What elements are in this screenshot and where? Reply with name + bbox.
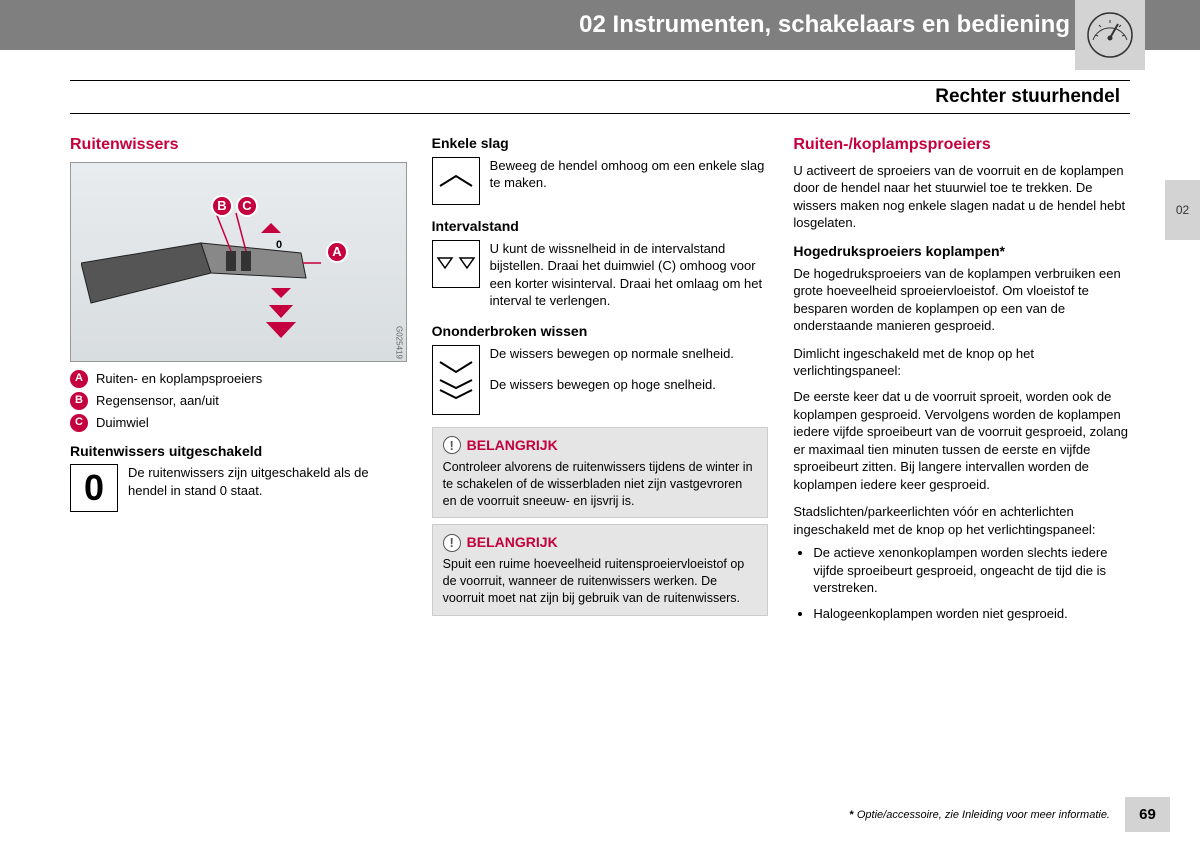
stalk-illustration: 0 [81,203,361,343]
interval-heading: Intervalstand [432,217,769,236]
note2-title-row: ! BELANGRIJK [443,533,758,552]
cont-text1: De wissers bewegen op normale snelheid. [490,345,769,363]
figure-code: G025419 [393,326,404,359]
legend-row-c: C Duimwiel [70,414,407,432]
legend-circle-a: A [70,370,88,388]
single-stroke-icon [432,157,480,205]
note2-text: Spuit een ruime hoeveelheid ruitensproei… [443,556,758,607]
note1-title-row: ! BELANGRIJK [443,436,758,455]
gauge-icon [1085,10,1135,60]
wipers-title: Ruitenwissers [70,134,407,156]
note2-title: BELANGRIJK [467,533,558,552]
washers-intro: U activeert de sproeiers van de voorruit… [793,162,1130,232]
dim-text: Dimlicht ingeschakeld met de knop op het… [793,345,1130,380]
interval-row: U kunt de wissnelheid in de intervalstan… [432,240,769,310]
chapter-header: 02 Instrumenten, schakelaars en bedienin… [0,0,1200,50]
figure-label-c: C [236,195,258,217]
wiper-stalk-figure: 0 B C A G025419 [70,162,407,362]
legend-row-a: A Ruiten- en koplampsproeiers [70,370,407,388]
washers-title: Ruiten-/koplampsproeiers [793,134,1130,156]
dim-body: De eerste keer dat u de voorruit sproeit… [793,388,1130,493]
note1-title: BELANGRIJK [467,436,558,455]
note1-text: Controleer alvorens de ruitenwissers tij… [443,459,758,510]
single-heading: Enkele slag [432,134,769,153]
bullet-1: De actieve xenonkoplampen worden slechts… [813,544,1130,597]
column-2: Enkele slag Beweeg de hendel omhoog om e… [432,134,769,631]
legend-text-b: Regensensor, aan/uit [96,392,219,410]
content-columns: Ruitenwissers 0 B C A G025419 [0,114,1200,641]
bullet-list: De actieve xenonkoplampen worden slechts… [793,544,1130,622]
continuous-icon [432,345,480,415]
legend-circle-b: B [70,392,88,410]
interval-icon [432,240,480,288]
footnote-star: * [850,809,854,821]
off-text: De ruitenwissers zijn uitgeschakeld als … [128,464,407,499]
column-1: Ruitenwissers 0 B C A G025419 [70,134,407,631]
cont-heading: Ononderbroken wissen [432,322,769,341]
single-row: Beweeg de hendel omhoog om een enkele sl… [432,157,769,205]
page-number: 69 [1125,797,1170,832]
off-heading: Ruitenwissers uitgeschakeld [70,442,407,461]
cont-text2: De wissers bewegen op hoge snelheid. [490,376,769,394]
zero-icon: 0 [70,464,118,512]
footnote-text: Optie/accessoire, zie Inleiding voor mee… [857,809,1110,821]
footer: * Optie/accessoire, zie Inleiding voor m… [850,797,1170,832]
figure-label-a: A [326,241,348,263]
warning-icon: ! [443,436,461,454]
side-tab: 02 [1165,180,1200,240]
legend-circle-c: C [70,414,88,432]
column-3: Ruiten-/koplampsproeiers U activeert de … [793,134,1130,631]
single-text: Beweeg de hendel omhoog om een enkele sl… [490,157,769,192]
bullet-2: Halogeenkoplampen worden niet gesproeid. [813,605,1130,623]
svg-text:0: 0 [276,239,282,251]
figure-label-b: B [211,195,233,217]
legend-text-c: Duimwiel [96,414,149,432]
hp-heading: Hogedruksproeiers koplampen* [793,242,1130,261]
legend-text-a: Ruiten- en koplampsproeiers [96,370,262,388]
park-text: Stadslichten/parkeerlichten vóór en acht… [793,503,1130,538]
hp-text: De hogedruksproeiers van de koplampen ve… [793,265,1130,335]
warning-icon: ! [443,534,461,552]
off-row: 0 De ruitenwissers zijn uitgeschakeld al… [70,464,407,512]
note-box-1: ! BELANGRIJK Controleer alvorens de ruit… [432,427,769,519]
interval-text: U kunt de wissnelheid in de intervalstan… [490,240,769,310]
legend-row-b: B Regensensor, aan/uit [70,392,407,410]
chapter-icon-box [1075,0,1145,70]
section-header: Rechter stuurhendel [70,80,1130,114]
note-box-2: ! BELANGRIJK Spuit een ruime hoeveelheid… [432,524,769,616]
cont-row: De wissers bewegen op normale snelheid. … [432,345,769,415]
cont-texts: De wissers bewegen op normale snelheid. … [490,345,769,394]
